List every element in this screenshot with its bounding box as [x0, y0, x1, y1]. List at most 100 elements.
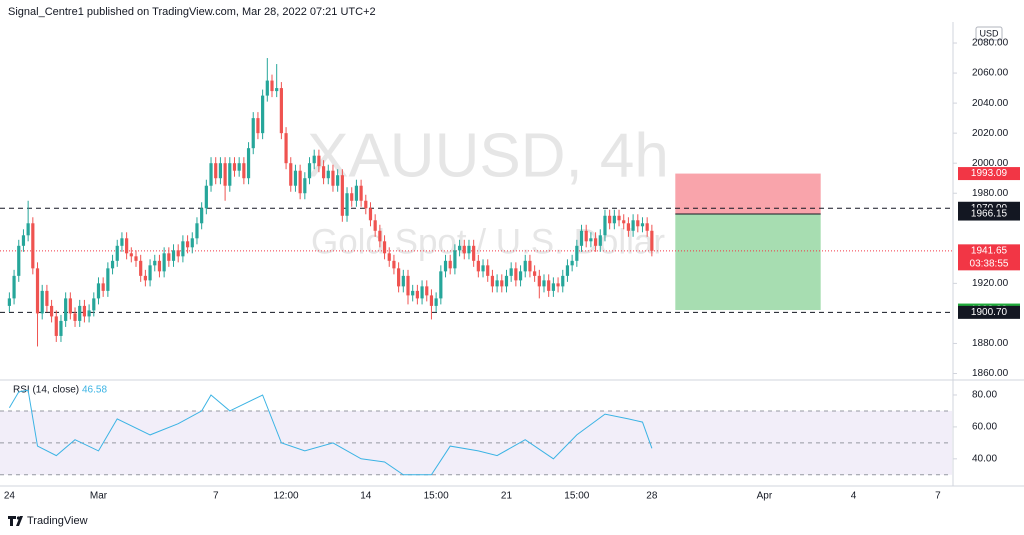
rsi-y-tick-label: 40.00 [972, 453, 997, 464]
candle-body [490, 275, 495, 287]
candle-body [467, 245, 471, 254]
candle-body [110, 260, 115, 269]
x-tick-label: 7 [935, 491, 941, 502]
last-price-box [958, 244, 1020, 271]
y-tick-label: 2060.00 [972, 68, 1009, 79]
candle-body [542, 280, 546, 287]
candle-body [448, 260, 452, 269]
candle-body [415, 290, 419, 299]
candle-body [139, 260, 143, 276]
candle-body [565, 265, 570, 276]
candle-body [640, 223, 645, 227]
candle-body [476, 260, 480, 272]
candle-body [317, 155, 321, 167]
x-tick-label: Apr [757, 491, 773, 502]
candle-body [514, 268, 518, 281]
candle-body [359, 185, 363, 201]
candle-body [279, 88, 283, 134]
candle-body [162, 253, 166, 272]
candle-body [120, 238, 124, 246]
candle-body [12, 275, 16, 299]
candle-body [345, 193, 349, 216]
candle-body [382, 241, 387, 254]
candle-body [626, 223, 631, 231]
last-price-label: 1941.65 [971, 245, 1008, 256]
candle-body [425, 286, 429, 296]
y-tick-label: 2080.00 [972, 38, 1009, 49]
candle-body [270, 80, 274, 92]
candle-body [87, 310, 91, 317]
candle-body [265, 80, 269, 96]
candle-body [125, 238, 129, 254]
candle-body [228, 163, 232, 186]
x-tick-label: 12:00 [274, 491, 299, 502]
candle-body [167, 253, 171, 261]
x-tick-label: 15:00 [424, 491, 449, 502]
candle-body [354, 185, 359, 201]
candle-body [289, 163, 293, 186]
candle-body [17, 245, 21, 276]
candle-body [59, 320, 63, 336]
currency-box [975, 26, 1003, 41]
candle-body [21, 235, 26, 246]
entry-box [958, 207, 1020, 221]
candle-body [598, 235, 602, 246]
candle-body [181, 241, 185, 257]
candle-body [368, 208, 373, 221]
candle-body [54, 316, 58, 336]
y-tick-label: 1920.00 [972, 278, 1009, 289]
candle-body [321, 166, 326, 179]
candle-body [307, 163, 312, 179]
candle-body [589, 238, 593, 242]
candle-body [453, 250, 457, 269]
candle-body [486, 265, 490, 276]
level-box [958, 305, 1020, 319]
candle-body [547, 280, 551, 291]
candle-body [617, 215, 621, 221]
candle-body [96, 283, 101, 299]
candle-body [336, 175, 340, 186]
stop-label: 1993.09 [971, 168, 1008, 179]
y-tick-label: 1860.00 [972, 368, 1009, 379]
candle-body [148, 265, 152, 281]
candle-body [251, 118, 255, 149]
candle-body [378, 230, 382, 242]
stop-box [958, 167, 1020, 181]
brand-logo [8, 516, 23, 526]
x-tick-label: 21 [501, 491, 513, 502]
candle-body [40, 290, 44, 314]
candle-body [78, 305, 82, 321]
candle-body [575, 245, 579, 261]
rsi-y-tick-label: 80.00 [972, 390, 997, 401]
x-tick-label: 4 [851, 491, 857, 502]
candle-body [143, 275, 147, 281]
candle-body [326, 170, 330, 179]
header: Signal_Centre1 published on TradingView.… [8, 6, 376, 18]
watermark-symbol: XAUUSD, 4h [307, 121, 669, 190]
candle-body [420, 286, 424, 299]
candle-body [523, 260, 527, 272]
candle-body [561, 275, 565, 287]
candle-body [373, 220, 377, 231]
candle-body [195, 223, 199, 239]
entry-label: 1966.15 [971, 209, 1008, 220]
candle-body [556, 283, 560, 287]
candle-body [397, 268, 401, 287]
candle-body [242, 163, 246, 179]
candle-body [106, 268, 110, 291]
candle-body [26, 223, 30, 236]
candle-body [256, 118, 260, 134]
candle-body [340, 175, 344, 216]
y-tick-label: 2000.00 [972, 158, 1009, 169]
candle-body [636, 220, 640, 227]
candle-body [387, 253, 391, 261]
candle-body [82, 305, 87, 317]
candle-body [631, 220, 635, 231]
y-tick-label: 2020.00 [972, 128, 1009, 139]
candle-body [401, 275, 405, 287]
candle-body [579, 230, 584, 246]
candle-body [533, 271, 537, 276]
x-tick-label: 28 [646, 491, 658, 502]
